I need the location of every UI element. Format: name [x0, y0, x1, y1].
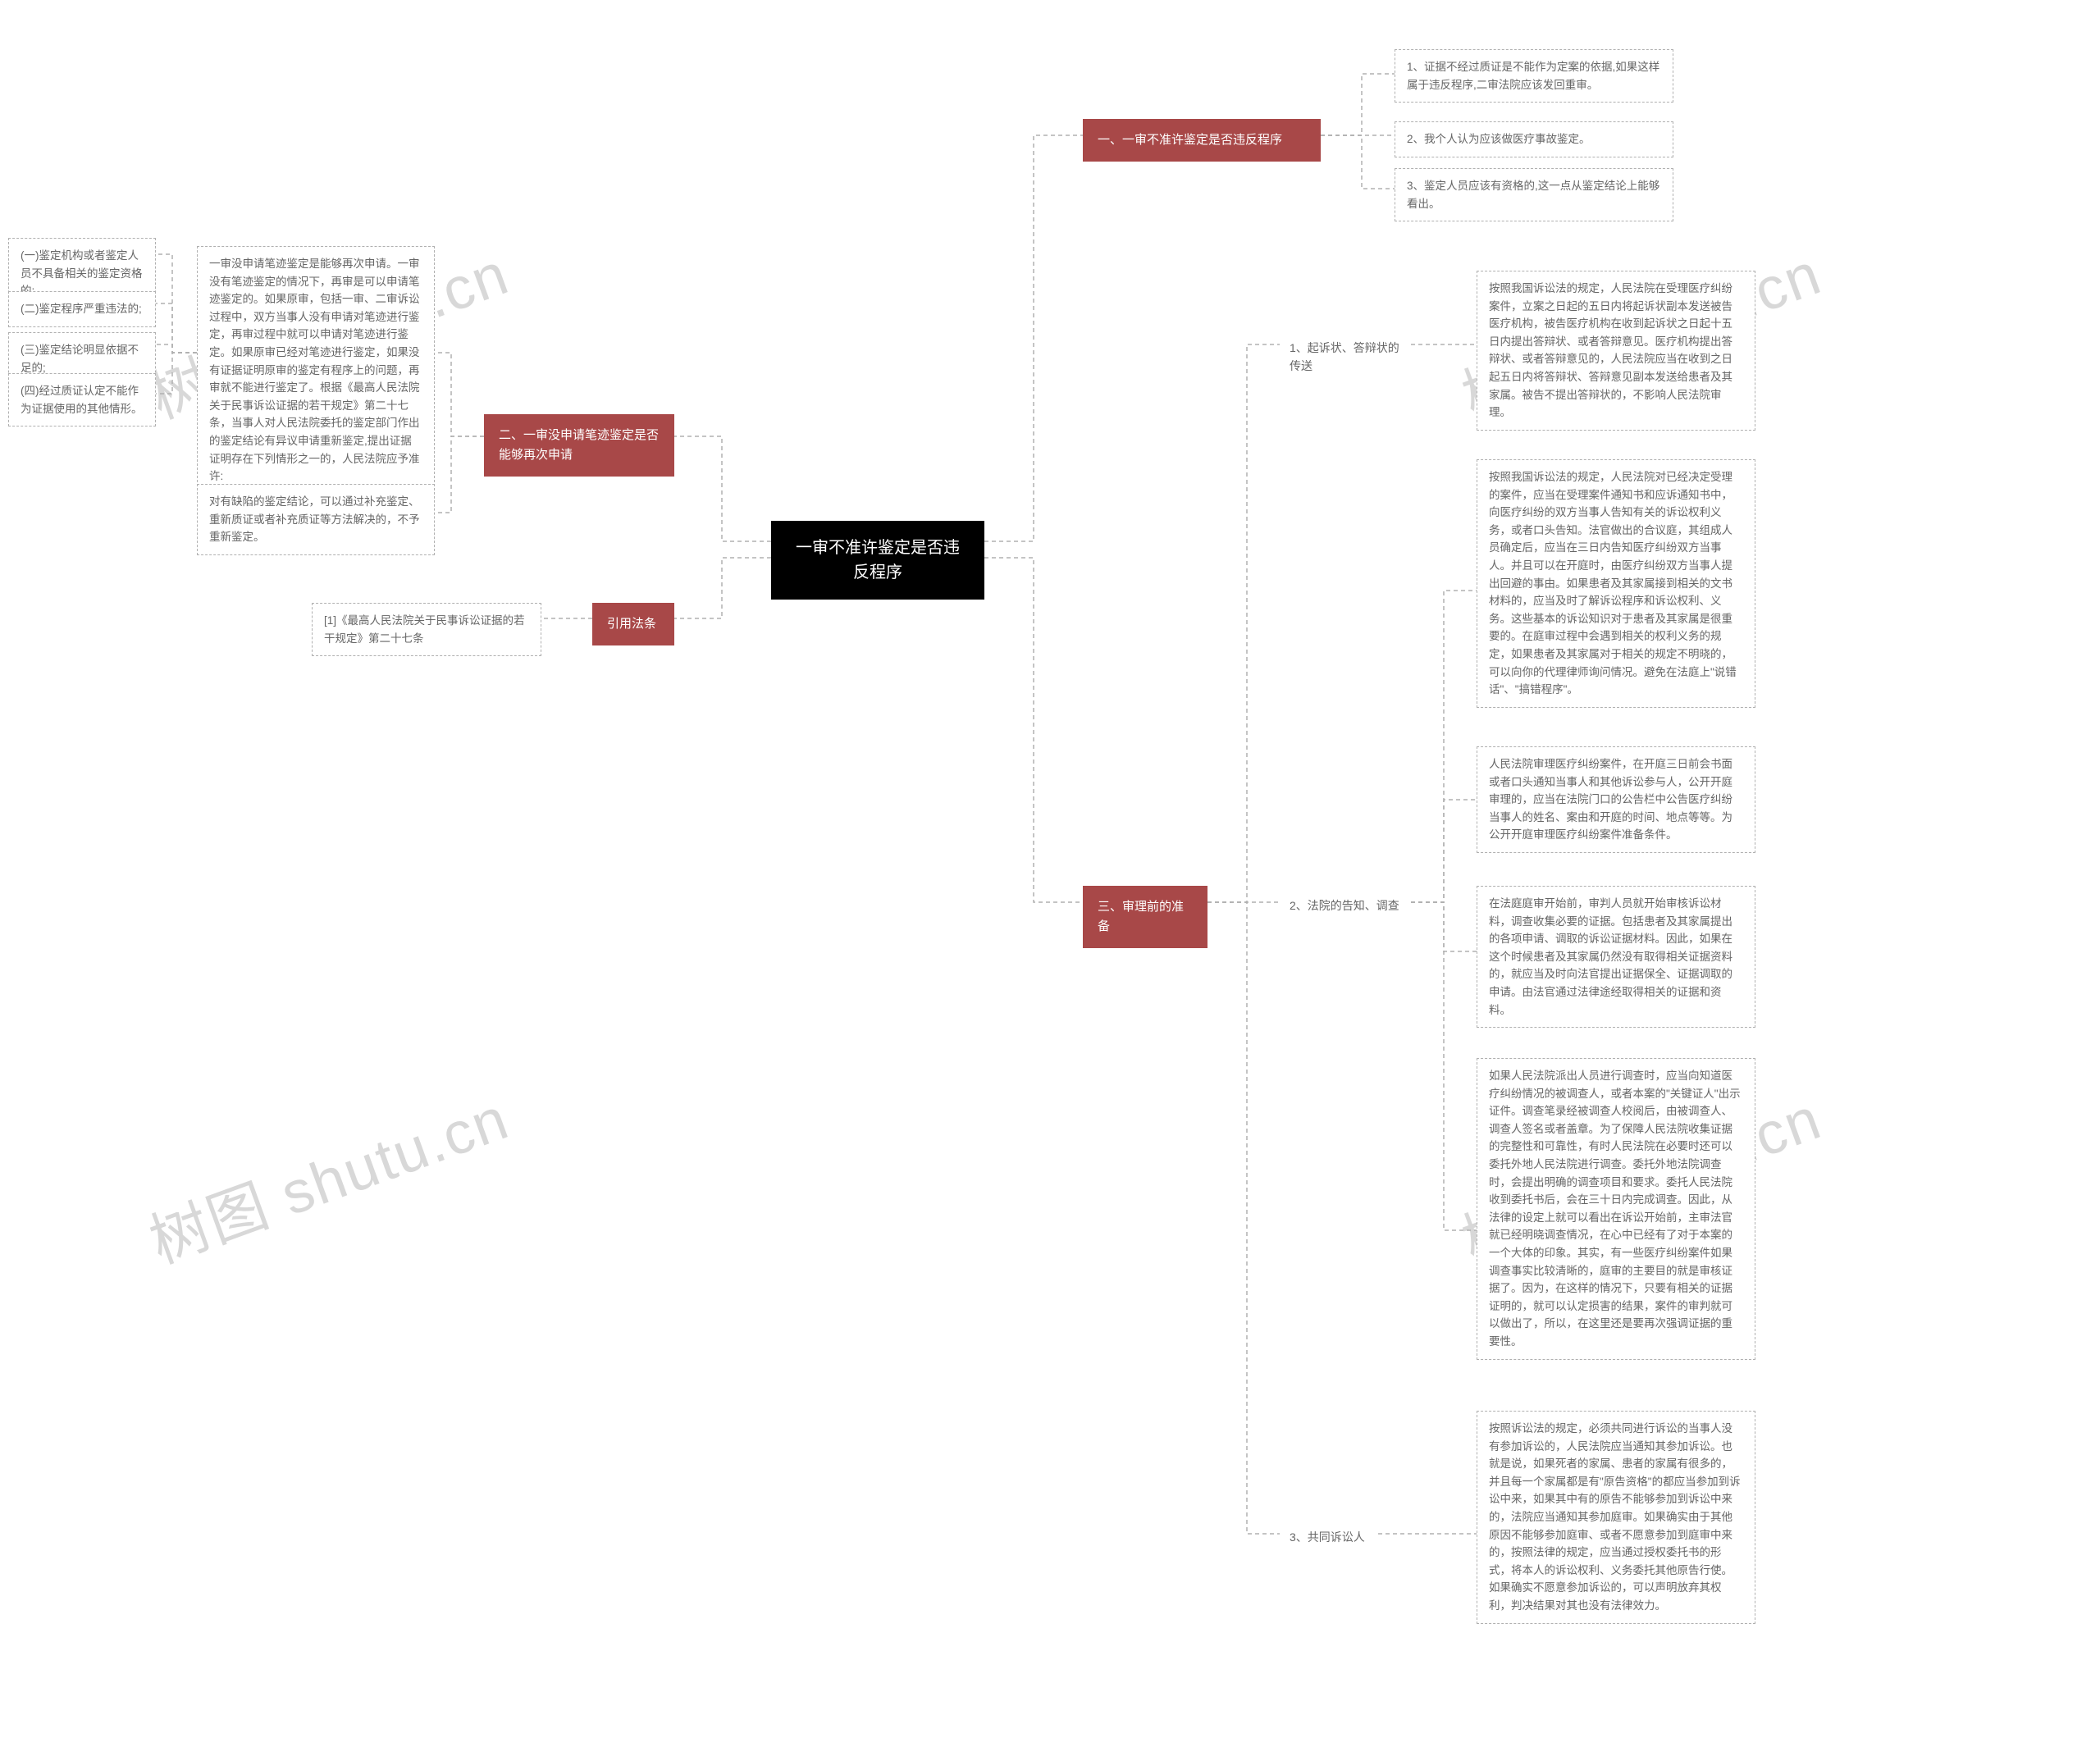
- sub-label: 2、法院的告知、调查: [1280, 890, 1411, 921]
- leaf-node: 在法庭庭审开始前，审判人员就开始审核诉讼材料，调查收集必要的证据。包括患者及其家…: [1477, 886, 1755, 1028]
- leaf-node: 按照我国诉讼法的规定，人民法院对已经决定受理的案件，应当在受理案件通知书和应诉通…: [1477, 459, 1755, 708]
- leaf-node: 3、鉴定人员应该有资格的,这一点从鉴定结论上能够看出。: [1395, 168, 1673, 221]
- leaf-node: 按照诉讼法的规定，必须共同进行诉讼的当事人没有参加诉讼的，人民法院应当通知其参加…: [1477, 1411, 1755, 1624]
- leaf-node: 一审没申请笔迹鉴定是能够再次申请。一审没有笔迹鉴定的情况下，再审是可以申请笔迹鉴…: [197, 246, 435, 495]
- leaf-node: 2、我个人认为应该做医疗事故鉴定。: [1395, 121, 1673, 157]
- sub-label: 1、起诉状、答辩状的传送: [1280, 332, 1411, 382]
- branch-node-2: 二、一审没申请笔迹鉴定是否能够再次申请: [484, 414, 674, 477]
- branch-node-3: 三、审理前的准备: [1083, 886, 1208, 948]
- branch-node-4: 引用法条: [592, 603, 674, 645]
- leaf-node: (二)鉴定程序严重违法的;: [8, 291, 156, 327]
- leaf-node: 1、证据不经过质证是不能作为定案的依据,如果这样属于违反程序,二审法院应该发回重…: [1395, 49, 1673, 103]
- watermark: 树图 shutu.cn: [136, 1070, 518, 1279]
- leaf-node: 如果人民法院派出人员进行调查时，应当向知道医疗纠纷情况的被调查人，或者本案的"关…: [1477, 1058, 1755, 1360]
- leaf-node: 人民法院审理医疗纠纷案件，在开庭三日前会书面或者口头通知当事人和其他诉讼参与人，…: [1477, 746, 1755, 853]
- sub-label: 3、共同诉讼人: [1280, 1521, 1378, 1553]
- root-node: 一审不准许鉴定是否违反程序: [771, 521, 984, 600]
- leaf-node: 对有缺陷的鉴定结论，可以通过补充鉴定、重新质证或者补充质证等方法解决的，不予重新…: [197, 484, 435, 555]
- leaf-node: 按照我国诉讼法的规定，人民法院在受理医疗纠纷案件，立案之日起的五日内将起诉状副本…: [1477, 271, 1755, 431]
- branch-node-1: 一、一审不准许鉴定是否违反程序: [1083, 119, 1321, 162]
- leaf-node: (四)经过质证认定不能作为证据使用的其他情形。: [8, 373, 156, 426]
- leaf-node: [1]《最高人民法院关于民事诉讼证据的若干规定》第二十七条: [312, 603, 541, 656]
